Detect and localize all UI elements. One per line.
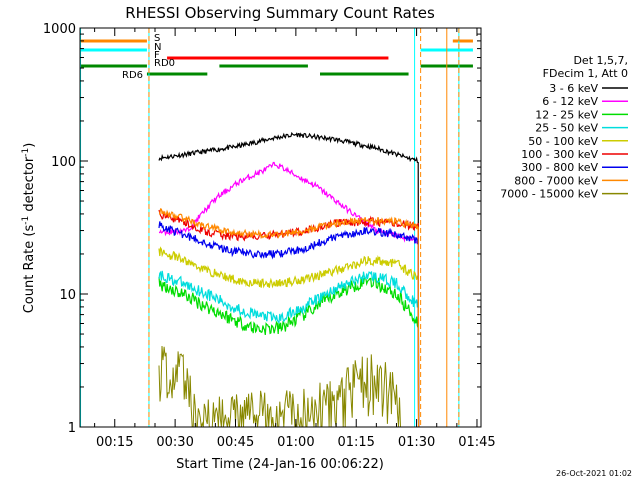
series-line-7 bbox=[159, 208, 420, 428]
y-tick-label: 1 bbox=[68, 421, 76, 436]
legend-label: 50 - 100 keV bbox=[528, 135, 598, 148]
legend-header-line-2: FDecim 1, Att 0 bbox=[543, 67, 628, 80]
flag-label-rd0: RD0 bbox=[154, 58, 175, 69]
legend-label: 6 - 12 keV bbox=[542, 95, 598, 108]
series-line-4 bbox=[158, 246, 420, 428]
x-tick-label: 00:15 bbox=[96, 435, 133, 450]
x-tick-label: 01:00 bbox=[277, 435, 314, 450]
legend-label: 7000 - 15000 keV bbox=[500, 188, 598, 201]
footer-date: 26-Oct-2021 01:02 bbox=[556, 469, 632, 478]
series-line-1 bbox=[158, 161, 420, 428]
flag-label-rd6: RD6 bbox=[122, 70, 143, 81]
x-tick-label: 01:30 bbox=[398, 435, 435, 450]
series-line-0 bbox=[158, 131, 420, 428]
x-axis-ticks: 00:15 00:30 00:45 01:00 01:15 01:30 01:45 bbox=[94, 28, 496, 450]
chart-title: RHESSI Observing Summary Count Rates bbox=[125, 4, 435, 22]
legend-label: 25 - 50 keV bbox=[535, 122, 598, 135]
series-lines bbox=[158, 131, 420, 428]
x-tick-label: 01:15 bbox=[337, 435, 374, 450]
x-axis-label: Start Time (24-Jan-16 00:06:22) bbox=[176, 457, 384, 472]
flag-label-f: F bbox=[154, 50, 160, 61]
y-tick-label: 10 bbox=[59, 288, 76, 303]
series-line-6 bbox=[158, 221, 420, 428]
series-line-8 bbox=[158, 345, 401, 428]
legend-label: 800 - 7000 keV bbox=[514, 174, 598, 187]
x-tick-label: 01:45 bbox=[458, 435, 495, 450]
series-line-3 bbox=[158, 270, 420, 428]
legend-label: 12 - 25 keV bbox=[535, 108, 598, 121]
x-tick-label: 00:30 bbox=[156, 435, 193, 450]
legend-label: 3 - 6 keV bbox=[549, 82, 598, 95]
flag-label-n: N bbox=[154, 42, 161, 53]
x-tick-label: 00:45 bbox=[217, 435, 254, 450]
y-axis-ticks: 1 10 100 1000 bbox=[43, 22, 481, 436]
y-axis-label: Count Rate (s-1 detector-1) bbox=[21, 143, 37, 314]
observing-vertical-lines bbox=[80, 28, 460, 427]
flag-label-s: S bbox=[154, 33, 160, 44]
y-tick-label: 100 bbox=[51, 155, 76, 170]
plot-frame bbox=[79, 27, 482, 428]
y-tick-label: 1000 bbox=[43, 22, 76, 37]
legend-header-line-1: Det 1,5,7, bbox=[573, 54, 628, 67]
legend-label: 100 - 300 keV bbox=[521, 148, 598, 161]
legend-label: 300 - 800 keV bbox=[521, 161, 598, 174]
